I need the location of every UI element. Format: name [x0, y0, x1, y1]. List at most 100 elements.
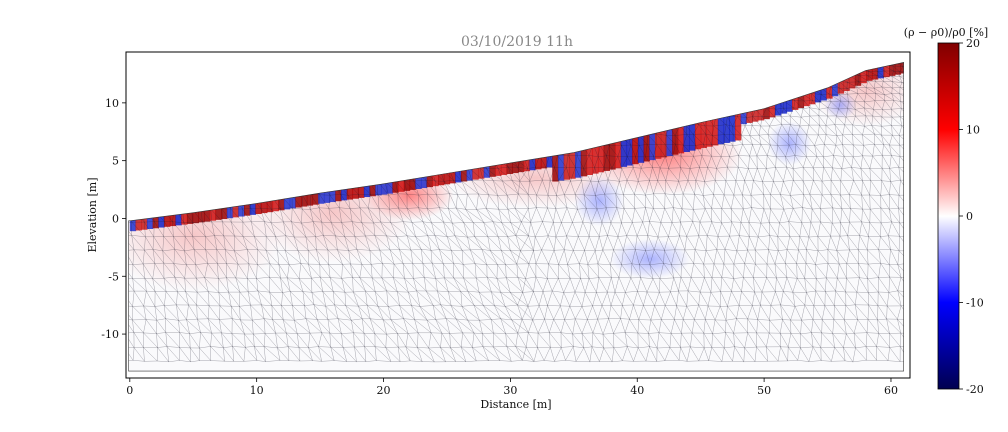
- surface-band-cell: [540, 155, 548, 169]
- surface-band-cell: [603, 143, 610, 171]
- surface-band-cell: [506, 161, 513, 175]
- surface-band-cell: [780, 100, 787, 114]
- y-tick-label: -5: [108, 270, 119, 283]
- surface-band-cell: [677, 125, 685, 154]
- surface-band-cell: [432, 173, 439, 187]
- surface-band-cell: [209, 207, 217, 221]
- colorbar-ticks: 20 10 0 -10 -20: [959, 37, 984, 396]
- surface-band-cell: [455, 169, 462, 183]
- surface-band-cell: [529, 157, 536, 171]
- surface-band-cell: [175, 212, 182, 226]
- colorbar-label: (ρ − ρ0)/ρ0 [%]: [904, 26, 988, 39]
- surface-band-cell: [181, 211, 188, 225]
- surface-band-cell: [694, 121, 702, 150]
- y-tick-label: 10: [105, 97, 119, 110]
- colorbar: (ρ − ρ0)/ρ0 [%] 20 10 0 -10 -20: [904, 26, 988, 396]
- surface-band-cell: [266, 199, 274, 213]
- x-tick-label: 50: [757, 384, 771, 397]
- surface-band-cell: [814, 89, 822, 103]
- surface-band-cell: [409, 177, 416, 190]
- surface-band-cell: [837, 80, 845, 94]
- surface-band-cell: [535, 156, 542, 170]
- surface-band-cell: [757, 107, 765, 121]
- surface-band-cell: [341, 187, 348, 201]
- surface-band-cell: [135, 217, 142, 231]
- surface-band-cell: [483, 165, 491, 178]
- chart-title: 03/10/2019 11h: [461, 34, 573, 50]
- surface-band-cell: [403, 178, 411, 191]
- y-tick-label: 5: [112, 155, 119, 168]
- surface-band-cell: [358, 185, 365, 198]
- surface-band-cell: [871, 66, 879, 80]
- surface-band-cell: [620, 139, 628, 167]
- x-axis: 0 10 20 30 40 50 60: [126, 378, 898, 397]
- surface-band-cell: [512, 160, 519, 174]
- surface-band-cell: [301, 193, 308, 207]
- surface-band-cell: [152, 215, 159, 229]
- resistivity-anomaly: [574, 176, 625, 227]
- surface-band-cell: [557, 152, 565, 181]
- surface-band-cell: [323, 190, 331, 203]
- surface-band-cell: [797, 95, 805, 109]
- x-axis-label: Distance [m]: [480, 398, 551, 411]
- surface-band-cell: [689, 122, 696, 151]
- x-tick-label: 0: [126, 384, 133, 397]
- surface-band-cell: [369, 183, 376, 197]
- surface-band-cell: [820, 87, 827, 101]
- surface-band-cell: [232, 204, 239, 218]
- surface-band-cell: [831, 83, 839, 97]
- surface-band-cell: [860, 70, 867, 84]
- surface-band-cell: [546, 154, 553, 168]
- surface-band-cell: [164, 214, 171, 227]
- x-tick-label: 40: [630, 384, 644, 397]
- y-axis: -10 -5 0 5 10: [101, 97, 126, 341]
- y-axis-label: Elevation [m]: [86, 178, 99, 253]
- surface-band-cell: [752, 108, 759, 122]
- mesh-section: [128, 62, 904, 372]
- surface-band-cell: [746, 110, 753, 123]
- surface-band-cell: [894, 62, 902, 75]
- colorbar-tick-label: -20: [966, 383, 984, 396]
- surface-band-cell: [786, 99, 793, 112]
- mesh-outline: [128, 62, 904, 372]
- surface-band-cell: [809, 91, 816, 105]
- surface-band-cell: [774, 102, 782, 116]
- surface-band-cell: [626, 137, 633, 166]
- surface-band-cell: [666, 128, 673, 157]
- surface-band-cell: [575, 149, 582, 178]
- surface-band-cell: [392, 180, 399, 193]
- surface-band-cell: [597, 144, 605, 173]
- surface-band-cell: [346, 186, 354, 200]
- surface-band-cell: [592, 145, 599, 174]
- surface-band-cell: [261, 200, 268, 214]
- surface-band-cell: [295, 194, 302, 208]
- surface-band-cell: [489, 164, 496, 177]
- surface-band-cell: [609, 141, 616, 170]
- surface-band-cell: [734, 112, 742, 141]
- surface-band-cell: [243, 202, 251, 216]
- surface-band-cell: [215, 207, 222, 220]
- surface-band-cell: [740, 111, 747, 125]
- surface-band-cell: [660, 129, 668, 158]
- surface-band-cell: [769, 104, 776, 118]
- x-tick-label: 20: [377, 384, 391, 397]
- surface-band-cell: [255, 201, 262, 215]
- surface-band-cell: [632, 136, 639, 165]
- surface-band-cell: [723, 115, 730, 143]
- surface-band-cell: [877, 65, 884, 79]
- y-tick-label: -10: [101, 328, 119, 341]
- colorbar-tick-label: -10: [966, 297, 984, 310]
- surface-band-cell: [649, 132, 656, 161]
- surface-band-cell: [729, 113, 736, 142]
- surface-band-cell: [375, 182, 382, 196]
- surface-band-cell: [312, 191, 319, 205]
- surface-band-cell: [198, 209, 205, 223]
- surface-band-cell: [420, 175, 428, 189]
- surface-band-cell: [472, 166, 479, 180]
- surface-band-cell: [380, 181, 388, 195]
- surface-band-cell: [706, 118, 713, 147]
- surface-band-cell: [569, 150, 576, 179]
- surface-band-cell: [335, 188, 342, 202]
- surface-band-cell: [329, 189, 336, 203]
